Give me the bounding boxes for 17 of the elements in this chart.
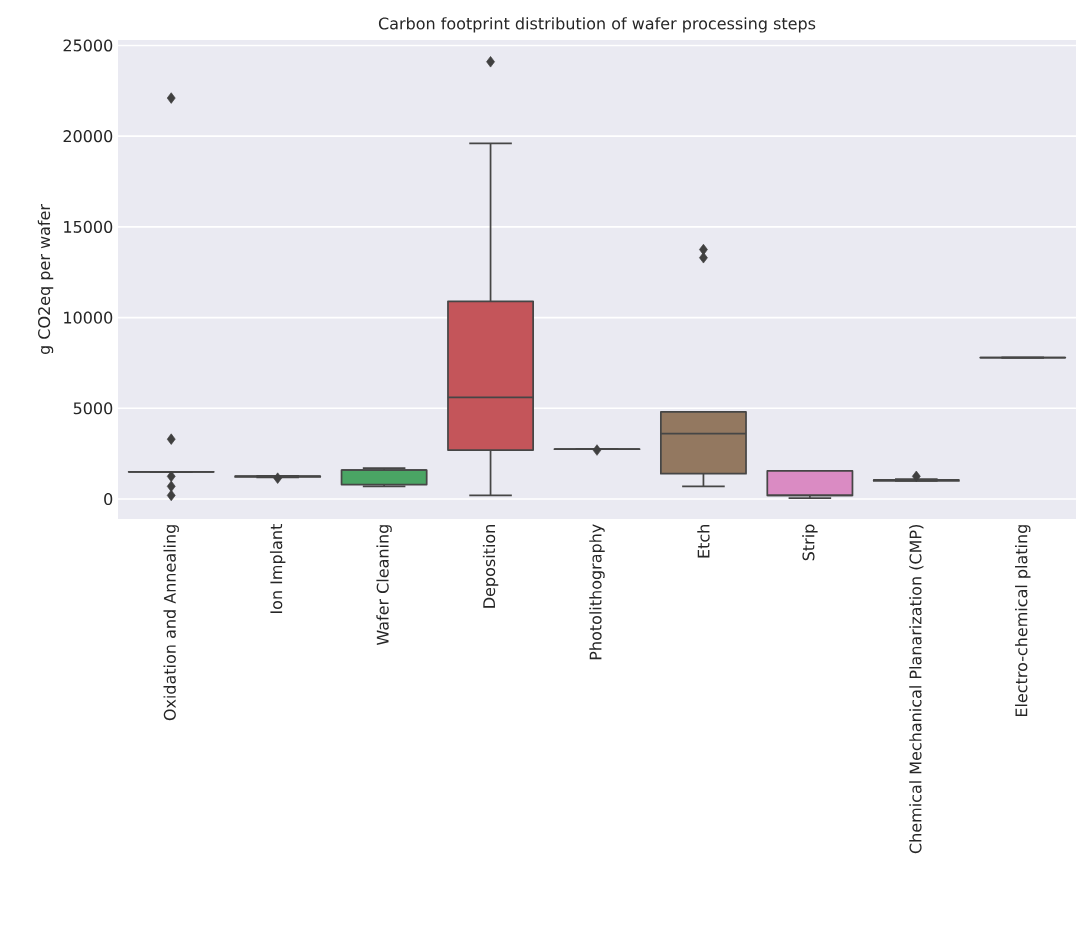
x-tick-label: Wafer Cleaning [376,525,392,646]
x-tick-label: Strip [802,524,818,561]
y-tick-label: 0 [104,492,113,506]
y-tick-label: 10000 [64,311,113,324]
x-tick-label: Oxidation and Annealing [163,525,179,721]
y-tick-label: 20000 [63,130,113,143]
x-tick-label: Chemical Mechanical Planarization (CMP) [909,525,924,854]
x-tick-label: Ion Implant [269,524,286,613]
x-tick-label: Electro-chemical plating [1015,525,1031,717]
chart-title: Carbon footprint distribution of wafer processing steps [378,17,816,33]
y-tick-label: 5000 [73,402,113,415]
y-axis-title: g CO2eq per wafer [37,204,54,355]
y-tick-label: 15000 [64,220,113,233]
x-tick-label: Photolithography [589,524,605,660]
y-tick-label: 25000 [63,39,113,52]
x-tick-label: Deposition [482,525,499,608]
x-tick-label: Etch [697,525,710,558]
